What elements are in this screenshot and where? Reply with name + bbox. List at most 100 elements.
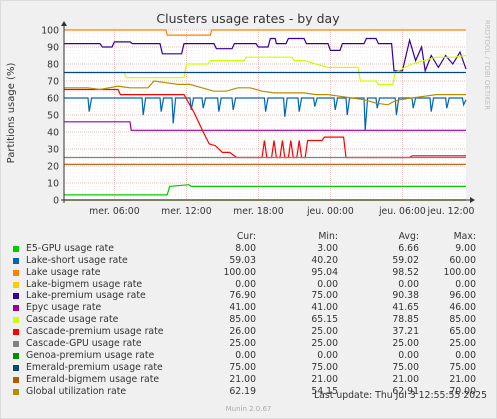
header-cur: Cur:	[236, 231, 256, 242]
munin-version: Munin 2.0.67	[225, 405, 272, 413]
legend-row: Cascade-GPU usage rate 25.00 25.00 25.00 25.…	[10, 338, 485, 350]
legend-series-name: Genoa-premium usage rate	[26, 349, 155, 361]
legend-swatch	[13, 352, 19, 359]
legend-row: Lake-short usage rate 59.03 40.20 59.02 60.0…	[10, 255, 485, 267]
legend-row: Emerald-bigmem usage rate 21.00 21.00 21.00…	[10, 374, 485, 386]
legend-min-value: 75.00	[311, 361, 338, 373]
legend-series-name: Cascade-GPU usage rate	[26, 338, 142, 350]
legend-series-name: Emerald-premium usage rate	[26, 361, 163, 373]
y-tick-label: 50	[47, 111, 59, 122]
legend-avg-value: 62.91	[392, 385, 419, 397]
legend-swatch	[13, 341, 19, 348]
y-tick-label: 0	[53, 196, 59, 207]
legend-max-value: 0.00	[455, 349, 476, 361]
legend-avg-value: 41.65	[392, 302, 419, 314]
legend-series-name: Lake-bigmem usage rate	[26, 278, 143, 290]
series-line	[64, 37, 467, 74]
legend-swatch	[13, 269, 19, 276]
legend-avg-value: 0.00	[398, 278, 419, 290]
legend-cur-value: 26.00	[229, 326, 256, 338]
legend-cur-value: 85.00	[229, 314, 256, 326]
x-tick-label: mer. 06:00	[89, 206, 140, 217]
series-line	[64, 29, 466, 36]
legend-series-name: Cascade-premium usage rate	[26, 326, 164, 338]
y-axis-arrow	[61, 21, 67, 26]
legend-cur-value: 100.00	[223, 266, 256, 278]
series-line	[64, 54, 467, 86]
legend-cur-value: 62.19	[229, 385, 256, 397]
x-tick-label: mer. 18:00	[233, 206, 284, 217]
legend-row: Global utilization rate 62.19 54.15 62.91 70…	[10, 386, 485, 398]
legend-min-value: 3.00	[317, 242, 338, 254]
legend-min-value: 0.00	[317, 349, 338, 361]
legend-swatch	[13, 257, 19, 264]
y-tick-labels: 0 10 20 30 40 50 60 70 80 90 100	[41, 26, 59, 207]
legend-swatch	[13, 317, 19, 324]
legend-row: Lake usage rate 100.00 95.04 98.52 100.00	[10, 267, 485, 279]
legend-max-value: 46.00	[449, 302, 476, 314]
x-tick-label: mer. 12:00	[161, 206, 212, 217]
rrdtool-credit: RRDTOOL / TOBI OETIKER	[483, 20, 491, 110]
axes	[61, 21, 475, 203]
legend-series-name: Emerald-bigmem usage rate	[26, 373, 160, 385]
series-line	[64, 121, 466, 131]
legend-avg-value: 59.02	[392, 254, 419, 266]
y-axis-label: Partitions usage (%)	[6, 63, 17, 164]
legend-avg-value: 98.52	[392, 266, 419, 278]
legend-cur-value: 75.00	[229, 361, 256, 373]
legend-row: Epyc usage rate 41.00 41.00 41.65 46.00	[10, 302, 485, 314]
y-tick-label: 90	[47, 43, 59, 54]
legend-swatch	[13, 305, 19, 312]
header-avg: Avg:	[398, 231, 419, 242]
y-tick-label: 20	[47, 162, 59, 173]
legend: Cur: Min: Avg: Max: E5-GPU usage rate 8.0…	[10, 231, 485, 397]
legend-swatch	[13, 376, 19, 383]
y-tick-label: 40	[47, 128, 59, 139]
legend-avg-value: 75.00	[392, 361, 419, 373]
y-tick-label: 80	[47, 60, 59, 71]
header-max: Max:	[453, 231, 476, 242]
chart-title: Clusters usage rates - by day	[156, 11, 340, 26]
legend-series-name: Lake usage rate	[26, 266, 101, 278]
legend-avg-value: 78.85	[392, 314, 419, 326]
legend-avg-value: 25.00	[392, 338, 419, 350]
legend-cur-value: 76.90	[229, 290, 256, 302]
x-axis-arrow	[470, 197, 475, 203]
legend-row: Emerald-premium usage rate 75.00 75.00 75.0…	[10, 362, 485, 374]
header-min: Min:	[318, 231, 338, 242]
legend-swatch	[13, 245, 19, 252]
legend-swatch	[13, 364, 19, 371]
legend-series-name: Epyc usage rate	[26, 302, 102, 314]
legend-max-value: 21.00	[449, 373, 476, 385]
legend-series-name: Cascade usage rate	[26, 314, 119, 326]
legend-swatch	[13, 329, 19, 336]
legend-min-value: 0.00	[317, 278, 338, 290]
chart: Clusters usage rates - by day Partitions…	[6, 11, 491, 217]
legend-max-value: 0.00	[455, 278, 476, 290]
series-line	[64, 97, 467, 131]
legend-swatch	[13, 388, 19, 395]
legend-cur-value: 59.03	[229, 254, 256, 266]
legend-row: Lake-bigmem usage rate 0.00 0.00 0.00 0.00	[10, 279, 485, 291]
legend-cur-value: 0.00	[235, 278, 256, 290]
y-tick-label: 70	[47, 77, 59, 88]
legend-max-value: 75.00	[449, 361, 476, 373]
legend-row: Genoa-premium usage rate 0.00 0.00 0.00 0.00	[10, 350, 485, 362]
legend-min-value: 25.00	[311, 326, 338, 338]
legend-max-value: 85.00	[449, 314, 476, 326]
legend-avg-value: 37.21	[392, 326, 419, 338]
x-tick-label: jeu. 12:00	[427, 206, 475, 217]
y-tick-label: 30	[47, 145, 59, 156]
legend-swatch	[13, 293, 19, 300]
legend-min-value: 21.00	[311, 373, 338, 385]
legend-cur-value: 0.00	[235, 349, 256, 361]
y-tick-label: 10	[47, 179, 59, 190]
legend-series-name: E5-GPU usage rate	[26, 242, 114, 254]
legend-min-value: 95.04	[311, 266, 338, 278]
legend-max-value: 100.00	[443, 266, 476, 278]
y-tick-label: 100	[41, 26, 59, 37]
legend-header: Cur: Min: Avg: Max:	[10, 231, 485, 243]
legend-max-value: 96.00	[449, 290, 476, 302]
last-update: Last update: Thu Jul 3 12:55:55 2025	[314, 390, 487, 401]
legend-min-value: 54.15	[311, 385, 338, 397]
